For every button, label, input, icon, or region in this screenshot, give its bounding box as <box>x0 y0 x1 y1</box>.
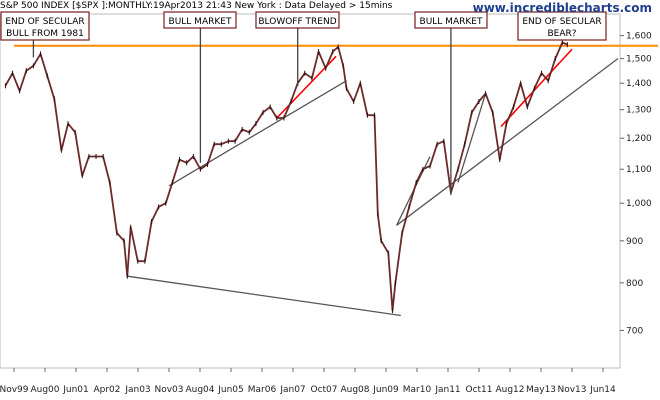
chart-header: S&P 500 INDEX [$SPX ]:MONTHLY:19Apr2013 … <box>0 1 393 11</box>
x-tick-label: Mar10 <box>403 385 432 395</box>
x-tick-label: Aug08 <box>340 385 369 395</box>
x-tick-label: May13 <box>526 385 556 395</box>
annotation-box <box>517 11 607 41</box>
y-tick-label: 1,200 <box>626 134 652 144</box>
x-tick-label: Nov03 <box>154 385 183 395</box>
x-tick-label: Jun01 <box>62 385 89 395</box>
annotation-label: END OF SECULAR <box>5 17 84 27</box>
x-tick-label: Oct11 <box>465 385 492 395</box>
x-axis: Nov99 Aug00 Jun01 Apr02 Jan03 Nov03 Aug04 Jun05… <box>0 368 616 395</box>
x-tick-label: Jan03 <box>124 385 150 395</box>
x-tick-label: Apr02 <box>93 385 120 395</box>
y-tick-label: 1,300 <box>626 106 652 116</box>
annotation-box <box>163 11 237 29</box>
price-series-line <box>4 41 568 312</box>
x-tick-label: Jun14 <box>589 385 616 395</box>
annotation-label: BEAR? <box>547 29 576 39</box>
annotation-label: BLOWOFF TREND <box>258 17 336 27</box>
annotations: END OF SECULAR BULL FROM 1981 BULL MARKET B… <box>0 11 607 193</box>
x-tick-label: Jan07 <box>279 385 305 395</box>
x-tick-label: Aug00 <box>30 385 59 395</box>
annotation-label: BULL FROM 1981 <box>6 29 84 39</box>
y-axis: 700 800 900 1,000 1,100 1,200 1,300 1,400 1,500 1… <box>620 32 652 336</box>
x-tick-label: Mar06 <box>248 385 277 395</box>
annotation-label: END OF SECULAR <box>522 17 601 27</box>
trend-line-grey <box>168 80 347 187</box>
annotation-box <box>0 11 90 41</box>
x-tick-label: Nov99 <box>0 385 29 395</box>
x-tick-label: Jun05 <box>217 385 244 395</box>
y-tick-label: 1,000 <box>626 199 652 209</box>
y-tick-label: 1,600 <box>626 32 652 42</box>
x-tick-label: Aug12 <box>495 385 524 395</box>
y-tick-label: 900 <box>626 237 643 247</box>
y-tick-label: 1,400 <box>626 79 652 89</box>
x-tick-label: Nov13 <box>557 385 586 395</box>
x-tick-label: Jan11 <box>434 385 460 395</box>
plot-area <box>0 13 658 369</box>
x-tick-label: Oct07 <box>310 385 337 395</box>
annotation-label: BULL MARKET <box>169 17 232 27</box>
annotation-box <box>414 11 488 29</box>
trend-line-grey <box>457 93 487 183</box>
x-tick-label: Jun09 <box>372 385 399 395</box>
plot-frame <box>0 13 621 369</box>
trend-line-grey <box>396 58 619 226</box>
trend-line-red <box>500 48 573 128</box>
y-tick-label: 800 <box>626 279 643 289</box>
x-tick-label: Aug04 <box>185 385 214 395</box>
y-tick-label: 1,500 <box>626 55 652 65</box>
trend-line-grey <box>127 275 401 317</box>
y-tick-label: 1,100 <box>626 165 652 175</box>
annotation-label: BULL MARKET <box>420 17 483 27</box>
y-tick-label: 700 <box>626 326 643 336</box>
site-watermark: www.incrediblecharts.com <box>472 1 652 15</box>
annotation-box <box>255 11 340 29</box>
